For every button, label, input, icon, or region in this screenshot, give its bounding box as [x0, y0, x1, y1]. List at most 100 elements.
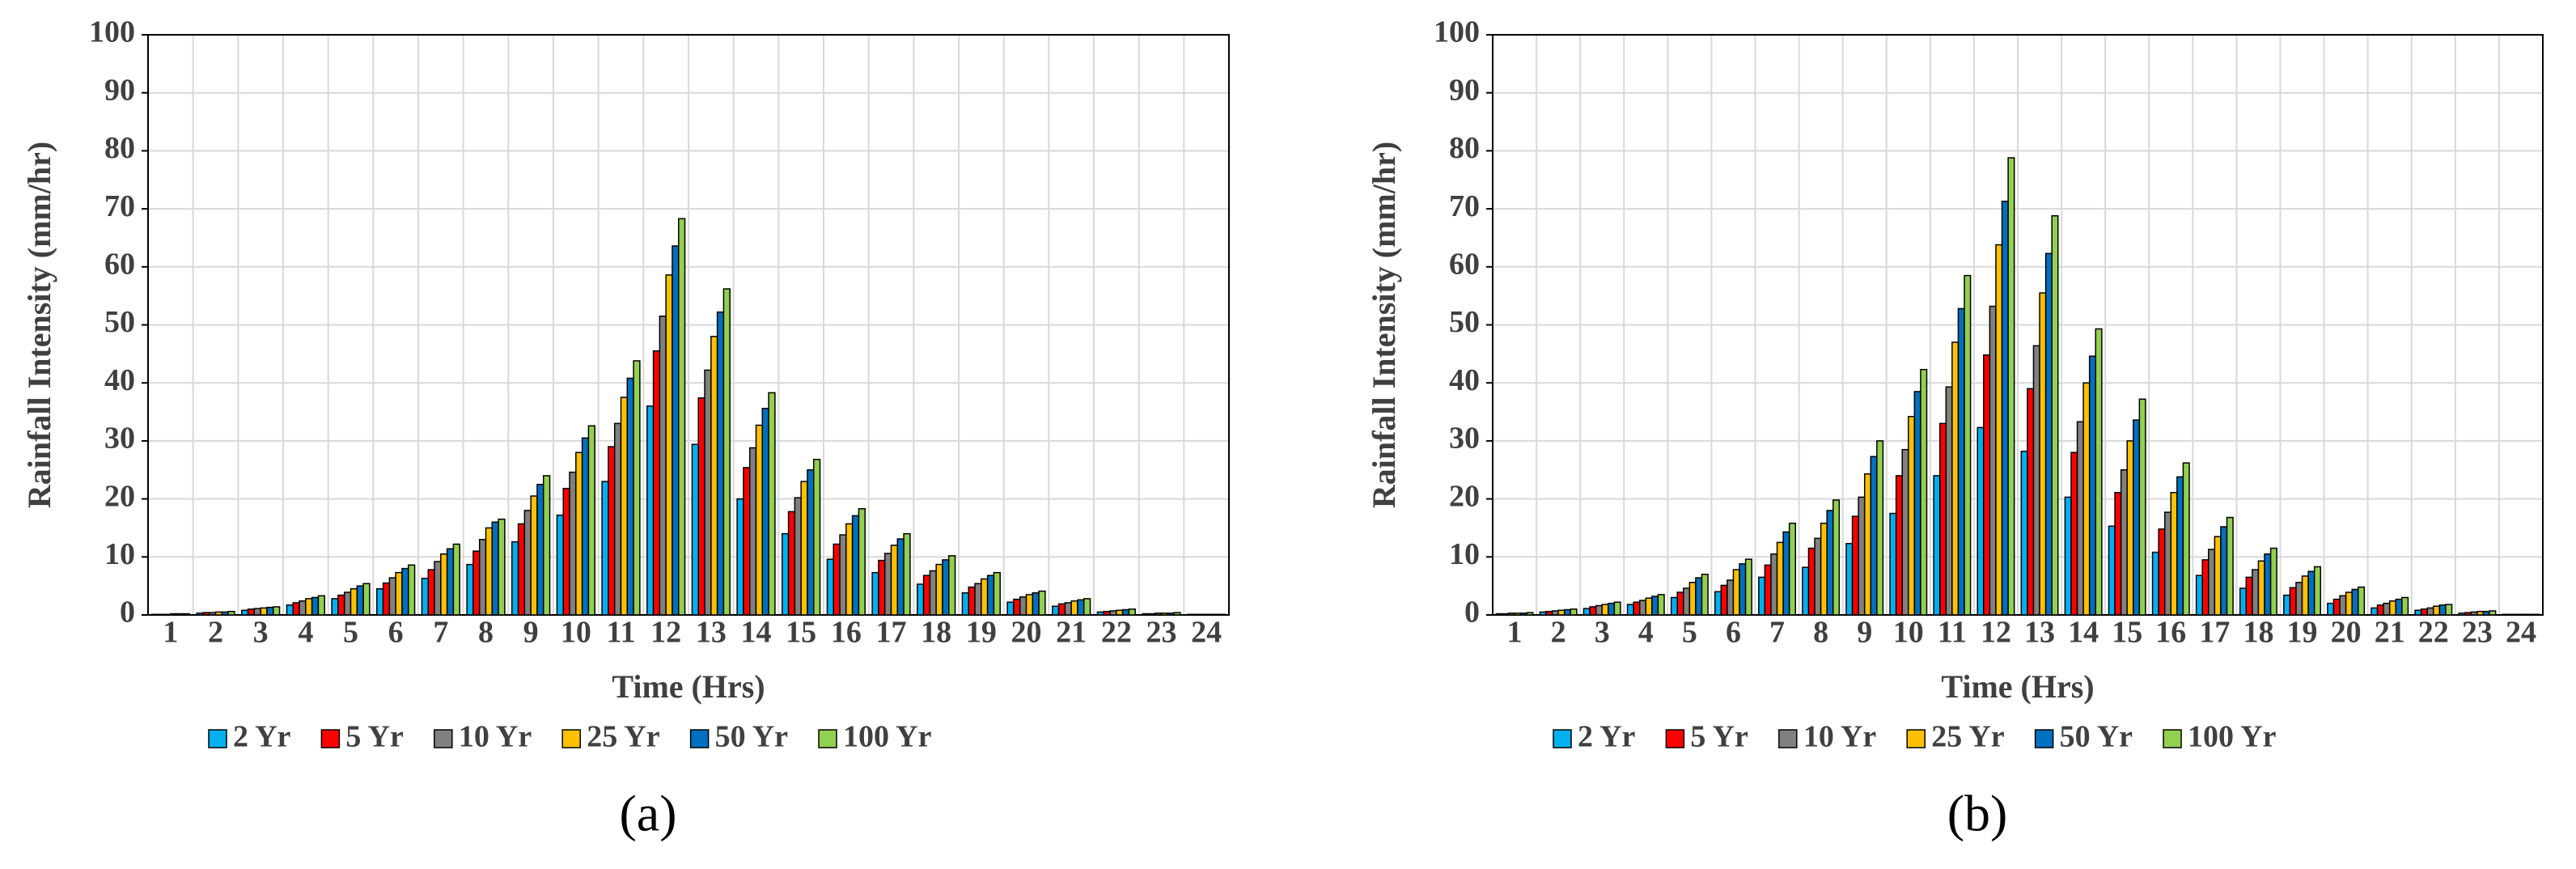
bar	[2508, 613, 2516, 616]
bar	[620, 396, 629, 616]
x-tick-label: 15	[786, 616, 816, 650]
x-tick-label: 5	[343, 616, 358, 650]
bar	[761, 407, 769, 616]
bar	[182, 613, 190, 616]
bar	[221, 611, 229, 616]
x-tick-label: 3	[253, 616, 269, 650]
bar	[890, 545, 899, 616]
bar	[170, 613, 178, 616]
bar	[2433, 605, 2441, 616]
bar	[292, 602, 300, 616]
x-tick-label: 24	[2506, 616, 2536, 650]
bar	[2438, 604, 2447, 616]
bar	[1212, 613, 1220, 616]
bar	[2220, 526, 2228, 616]
legend-label: 5 Yr	[345, 720, 404, 754]
y-tick-label: 30	[1449, 422, 1480, 456]
bar	[1876, 440, 1884, 616]
x-tick-label: 12	[1981, 616, 2011, 650]
bar	[2351, 588, 2359, 616]
bar	[1957, 307, 1965, 616]
bar	[1889, 512, 1897, 616]
bar	[569, 471, 577, 616]
bar	[1651, 596, 1659, 616]
bar	[273, 606, 281, 616]
bar	[2295, 582, 2303, 616]
bar	[807, 469, 815, 616]
legend-swatch	[434, 729, 453, 748]
bar	[517, 523, 526, 616]
bar	[1173, 612, 1181, 616]
bar	[1495, 613, 1503, 616]
bar	[214, 611, 223, 616]
y-tick-label: 100	[1434, 15, 1480, 49]
bar	[587, 425, 595, 616]
bar	[1951, 341, 1960, 616]
y-tick-label: 50	[1449, 305, 1480, 339]
bar	[896, 538, 905, 616]
bar	[722, 288, 731, 616]
bar	[2082, 382, 2091, 616]
bar	[1142, 613, 1150, 616]
bar	[1608, 602, 1616, 616]
bar	[961, 592, 969, 616]
legend-swatch	[1778, 729, 1798, 748]
bar	[478, 539, 487, 616]
bar	[2001, 201, 2009, 616]
bar	[1545, 610, 1553, 616]
bar	[2388, 600, 2397, 616]
y-tick-label: 60	[1449, 248, 1480, 282]
bar	[388, 577, 396, 616]
bar	[2383, 602, 2391, 616]
bar	[1103, 610, 1111, 616]
bar	[736, 498, 744, 616]
legend-label: 25 Yr	[1931, 720, 2005, 754]
bar	[1626, 604, 1634, 616]
bar	[1121, 608, 1130, 616]
bar	[697, 397, 705, 616]
bar	[2120, 469, 2128, 616]
bar	[1601, 604, 1609, 616]
x-tick-label: 1	[163, 616, 178, 650]
bar	[1657, 594, 1665, 616]
bar	[1820, 522, 1828, 616]
bar	[1019, 596, 1027, 616]
bar	[1732, 569, 1740, 616]
legend-label: 50 Yr	[2060, 720, 2133, 754]
bar	[1995, 244, 2003, 616]
bar	[2032, 345, 2040, 616]
bar	[163, 613, 172, 616]
bar	[678, 218, 686, 616]
legend-swatch	[689, 729, 710, 748]
x-tick-label: 4	[298, 616, 313, 650]
bar	[562, 487, 570, 616]
bar	[1744, 558, 1752, 616]
bar	[833, 543, 841, 616]
bar	[1695, 577, 1703, 616]
bar	[1038, 590, 1046, 616]
bar	[929, 570, 937, 616]
legend-label: 10 Yr	[1803, 720, 1877, 754]
bar	[452, 543, 460, 616]
y-axis-title: Rainfall Intensity (mm/hr)	[1366, 142, 1402, 508]
bar	[1083, 598, 1091, 616]
bar	[472, 550, 481, 616]
bar	[608, 446, 616, 616]
bar	[1688, 582, 1697, 616]
bar	[691, 443, 699, 616]
bar	[1128, 608, 1136, 616]
bar	[1714, 591, 1722, 616]
bar	[2458, 613, 2466, 616]
bar	[1526, 612, 1534, 616]
x-tick-label: 14	[741, 616, 772, 650]
bar	[2371, 607, 2379, 616]
y-tick-label: 20	[1449, 479, 1480, 513]
bar	[1502, 613, 1510, 616]
bar	[2151, 551, 2159, 616]
bar	[331, 598, 339, 616]
bar	[903, 532, 911, 616]
bar	[2514, 613, 2522, 616]
bar	[1976, 426, 1985, 616]
x-tick-label: 18	[921, 616, 951, 650]
bar	[575, 451, 583, 616]
